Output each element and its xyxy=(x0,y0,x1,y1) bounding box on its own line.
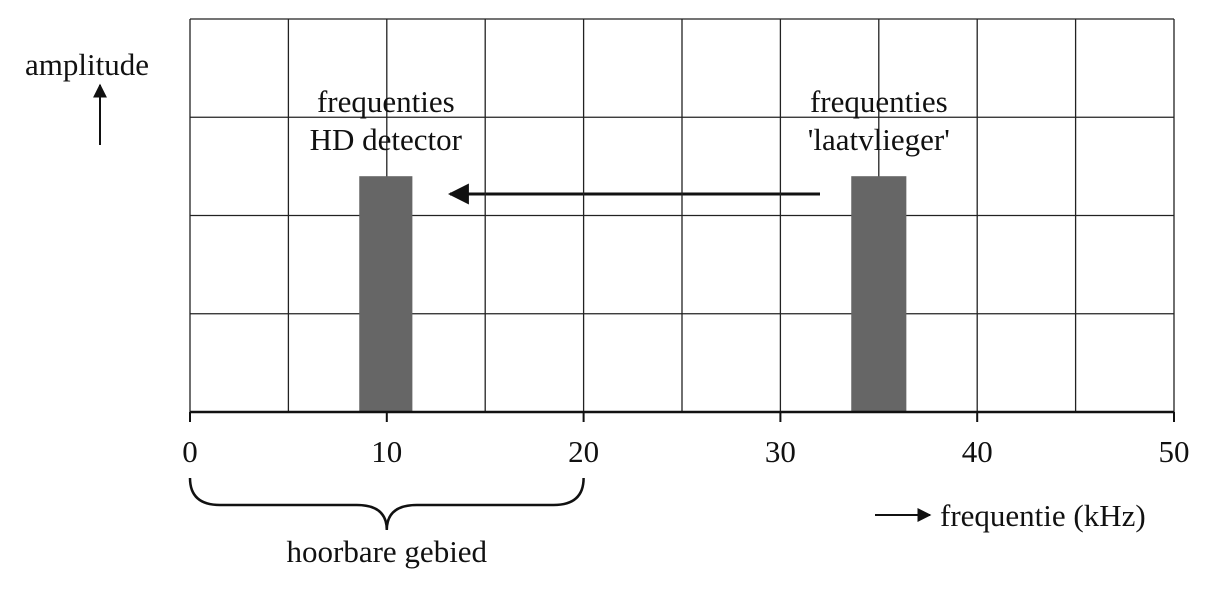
bar-label: frequenties xyxy=(317,84,455,119)
brace-label: hoorbare gebied xyxy=(287,534,488,569)
brace xyxy=(188,477,585,531)
bar-label: HD detector xyxy=(310,122,463,157)
x-tick-label: 0 xyxy=(182,434,198,469)
bar xyxy=(359,176,413,412)
x-tick-label: 50 xyxy=(1159,434,1190,469)
x-tick-label: 40 xyxy=(962,434,993,469)
bar xyxy=(851,176,907,412)
y-axis-label: amplitude xyxy=(25,47,149,82)
x-axis-label: frequentie (kHz) xyxy=(940,498,1146,533)
x-tick-label: 10 xyxy=(371,434,402,469)
bar-label: 'laatvlieger' xyxy=(808,122,950,157)
bar-label: frequenties xyxy=(810,84,948,119)
x-tick-label: 30 xyxy=(765,434,796,469)
x-tick-label: 20 xyxy=(568,434,599,469)
